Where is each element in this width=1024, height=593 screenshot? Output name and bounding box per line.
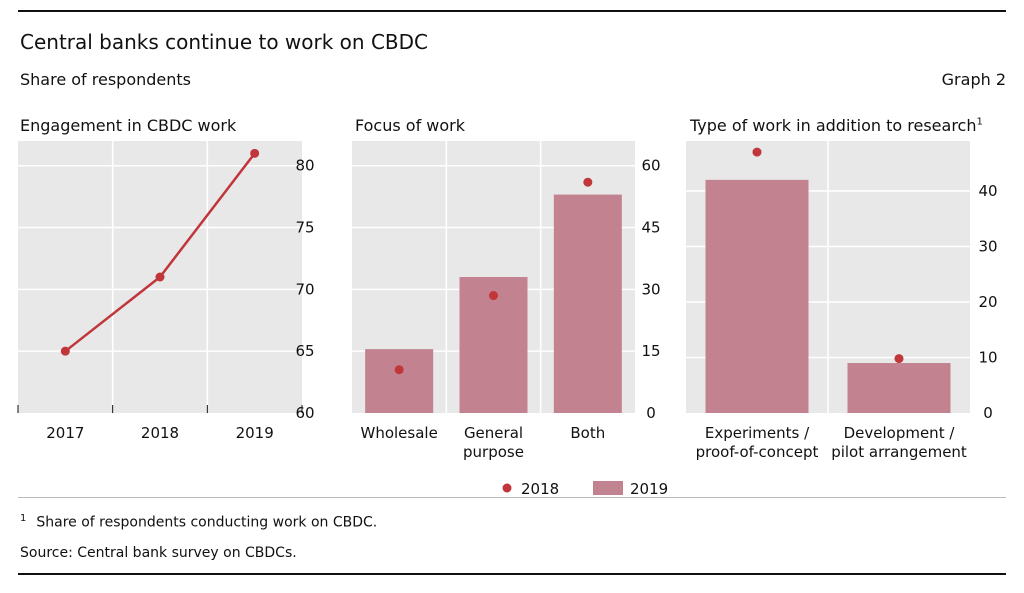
panel2-category-label: Both <box>570 424 605 442</box>
panel1-ytick-label: 80 <box>295 157 314 175</box>
panel1-category-label: 2018 <box>141 424 179 442</box>
panel1-category-label: 2017 <box>46 424 84 442</box>
panel3-ytick-label: 40 <box>978 182 997 200</box>
legend-dot-marker <box>502 483 512 493</box>
footnote-rule <box>18 497 1006 498</box>
panel3-category-label: Experiments / <box>705 424 810 442</box>
panel2-ytick-label: 60 <box>641 157 660 175</box>
panel2-ytick-label: 15 <box>641 342 660 360</box>
panel2-dot <box>489 291 498 301</box>
panel3-ytick-label: 0 <box>983 404 993 422</box>
panel2-category-label: General <box>464 424 523 442</box>
panel3-dot <box>752 147 762 157</box>
engagement-point <box>60 346 70 356</box>
panel3-bar <box>705 179 809 413</box>
top-rule <box>18 10 1006 12</box>
panel3-ytick-label: 20 <box>978 293 997 311</box>
panel2-bar <box>553 194 622 413</box>
graph-number: Graph 2 <box>941 70 1006 89</box>
engagement-point <box>250 148 260 158</box>
panel3-footnote-marker: 1 <box>976 116 983 128</box>
panel2-dot <box>394 365 404 375</box>
panel3-category-label: pilot arrangement <box>831 443 967 461</box>
panel3-dot <box>894 354 904 364</box>
footnote: 1 Share of respondents conducting work on… <box>20 513 377 531</box>
panel1-ytick-label: 70 <box>295 280 314 298</box>
panel2-ytick-label: 0 <box>646 404 656 422</box>
panel3-title: Type of work in addition to research1 <box>690 116 983 135</box>
panel2-ytick-label: 30 <box>641 280 660 298</box>
chart-title: Central banks continue to work on CBDC <box>20 30 428 54</box>
panel2-ytick-label: 45 <box>641 219 660 237</box>
legend-bar-swatch <box>593 481 623 495</box>
source-note: Source: Central bank survey on CBDCs. <box>20 545 297 561</box>
footnote-marker: 1 <box>20 513 27 524</box>
panel2-title: Focus of work <box>355 116 466 135</box>
panel3-title-text: Type of work in addition to research <box>690 116 977 135</box>
panel2-category-label: Wholesale <box>361 424 438 442</box>
panel3-bar <box>847 363 951 413</box>
footnote-text: Share of respondents conducting work on … <box>36 514 378 531</box>
panel1-ytick-label: 75 <box>295 219 314 237</box>
panel2-dot <box>583 177 593 187</box>
engagement-point <box>155 272 165 282</box>
panel1-category-label: 2019 <box>236 424 274 442</box>
panel3-ytick-label: 10 <box>978 348 997 366</box>
panel1-ytick-label: 65 <box>295 342 314 360</box>
panel2-category-label: purpose <box>463 443 524 461</box>
legend-dot-label: 2018 <box>521 480 559 498</box>
panel3-ytick-label: 30 <box>978 237 997 255</box>
bottom-rule <box>18 573 1006 575</box>
panel1-title: Engagement in CBDC work <box>20 116 237 135</box>
panel2-bar <box>365 349 434 413</box>
panel1-ytick-label: 60 <box>295 404 314 422</box>
chart-subtitle: Share of respondents <box>20 70 192 89</box>
panel3-category-label: proof-of-concept <box>696 443 819 461</box>
panel3-category-label: Development / <box>844 424 956 442</box>
legend-bar-label: 2019 <box>630 480 668 498</box>
